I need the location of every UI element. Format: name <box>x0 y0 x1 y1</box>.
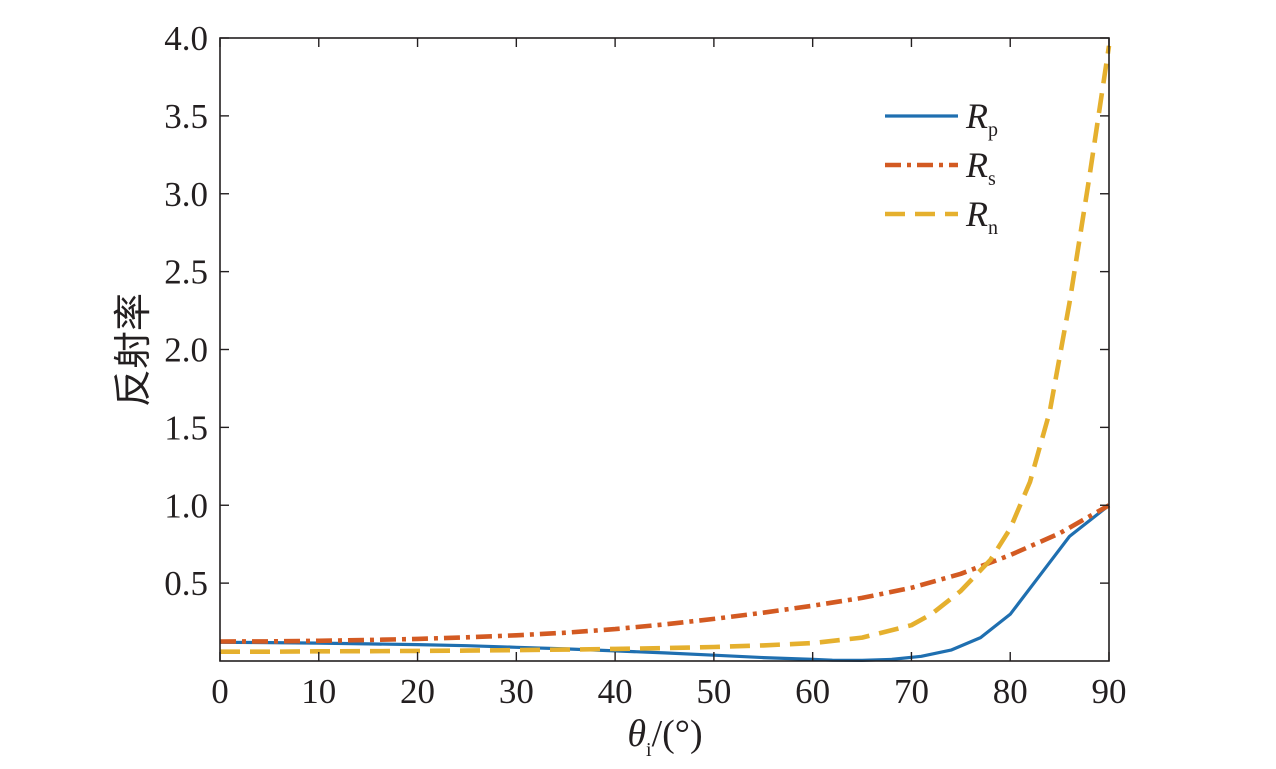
y-tick-label: 3.0 <box>164 175 208 214</box>
legend-item-rn: Rn <box>885 194 998 239</box>
legend-label-rp-sub: p <box>988 119 998 141</box>
x-tick-label: 0 <box>211 672 229 711</box>
x-tick-label: 90 <box>1092 672 1127 711</box>
x-axis-title: θi/(°) <box>627 713 702 761</box>
legend-label-rn: Rn <box>965 194 998 239</box>
legend-label-rs-sub: s <box>988 168 996 190</box>
legend-label-rp: Rp <box>965 96 998 141</box>
x-tick-label: 50 <box>696 672 731 711</box>
x-axis-subscript: i <box>646 739 652 761</box>
x-axis-title-text: θi/(°) <box>627 713 702 761</box>
x-axis-unit: /(°) <box>652 713 703 755</box>
x-tick-label: 80 <box>993 672 1028 711</box>
legend-label-rs: Rs <box>965 145 996 190</box>
series-line-rn <box>220 45 1112 654</box>
legend-item-rs: Rs <box>885 145 996 190</box>
y-tick-label: 2.0 <box>164 331 208 370</box>
legend-label-rs-main: R <box>965 145 988 185</box>
y-axis-title: 反射率 <box>113 293 155 407</box>
x-tick-label: 10 <box>301 672 336 711</box>
y-tick-label: 2.5 <box>164 253 208 292</box>
legend-label-rp-main: R <box>965 96 988 136</box>
series-layer <box>219 45 1112 662</box>
legend-label-rn-sub: n <box>988 217 998 239</box>
series-line-rs <box>219 503 1111 644</box>
y-tick-label: 4.0 <box>164 19 208 58</box>
x-tick-label: 30 <box>499 672 534 711</box>
y-tick-label: 1.0 <box>164 486 208 525</box>
series-line-rp <box>219 504 1110 662</box>
x-tick-label: 60 <box>795 672 830 711</box>
legend-item-rp: Rp <box>885 96 998 141</box>
ticks-layer: 0 10 20 30 40 50 60 70 80 90 0.5 1.0 1.5 2.0 2.5 3.0 3.5… <box>164 19 1126 711</box>
legend-label-rn-main: R <box>965 194 988 234</box>
legend: Rp Rs Rn <box>885 96 998 239</box>
y-tick-label: 1.5 <box>164 408 208 447</box>
y-tick-label: 3.5 <box>164 97 208 136</box>
x-axis-symbol: θ <box>627 713 646 755</box>
x-tick-label: 20 <box>400 672 435 711</box>
x-tick-label: 40 <box>598 672 633 711</box>
y-tick-label: 0.5 <box>164 564 208 603</box>
x-tick-label: 70 <box>894 672 929 711</box>
